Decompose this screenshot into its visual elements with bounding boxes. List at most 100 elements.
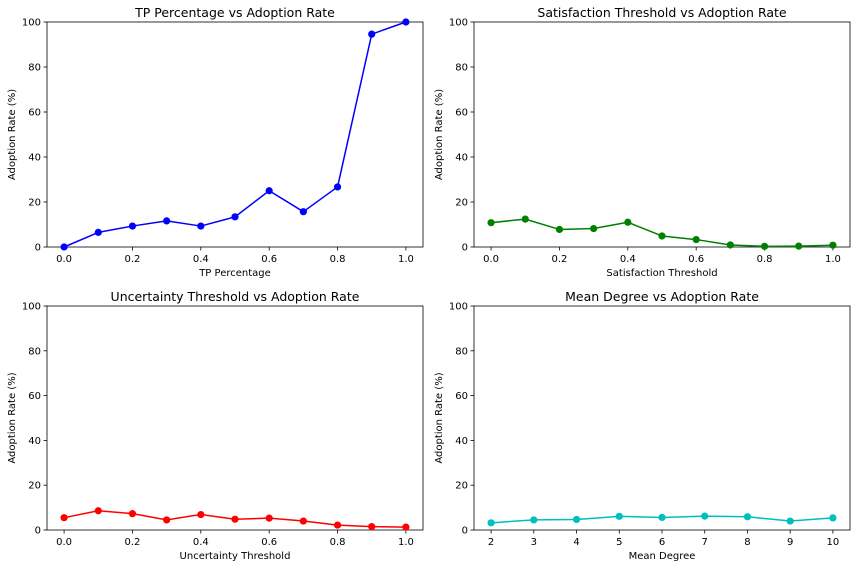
data-point [530,516,538,524]
x-tick-label: 0.4 [620,254,636,265]
y-tick-label: 80 [455,63,468,74]
data-point [555,225,564,234]
y-tick-label: 0 [462,243,468,254]
y-tick-label: 40 [455,153,468,164]
x-tick-label: 1.0 [825,254,841,265]
data-point [94,228,102,236]
data-point [333,521,342,529]
data-point [402,523,410,531]
chart-title: Satisfaction Threshold vs Adoption Rate [537,5,787,20]
data-point [368,30,376,38]
x-tick-label: 0.2 [552,254,568,265]
x-tick-label: 0.6 [688,254,704,265]
y-tick-label: 100 [449,302,468,313]
y-tick-label: 100 [22,302,41,313]
x-tick-label: 0.6 [261,537,277,548]
y-tick-label: 40 [28,153,41,164]
axes-frame [473,21,851,248]
y-tick-label: 20 [28,198,41,209]
y-tick-label: 20 [455,481,468,492]
data-point [94,507,102,515]
data-point [615,512,623,520]
x-tick-label: 7 [702,537,708,548]
y-axis-label: Adoption Rate (%) [434,372,445,463]
data-point [760,242,769,250]
x-tick-label: 0.8 [330,254,346,265]
data-point [333,183,342,191]
data-point [299,517,307,525]
data-point [299,208,307,216]
data-point [231,515,239,523]
x-tick-label: 0.0 [56,254,72,265]
y-tick-label: 40 [28,436,41,447]
subplot-3: Uncertainty Threshold vs Adoption Rate 0.… [7,289,424,562]
data-point [128,222,137,230]
x-tick-label: 1.0 [398,254,414,265]
y-tick-label: 60 [455,391,468,402]
data-point [624,218,632,226]
x-tick-label: 8 [744,537,750,548]
y-tick-label: 80 [28,346,41,357]
data-point [197,510,205,519]
data-point [487,219,495,227]
x-tick-label: 2 [488,537,494,548]
data-point [829,241,837,249]
y-tick-label: 80 [455,346,468,357]
data-point [487,519,495,527]
x-tick-label: 0.4 [193,537,209,548]
data-point [692,235,700,244]
data-point [60,243,68,251]
x-tick-label: 0.8 [757,254,773,265]
data-point [590,224,598,233]
y-axis-label: Adoption Rate (%) [434,89,445,180]
data-point [163,516,171,524]
data-point [368,523,376,531]
data-point [265,187,273,195]
data-point [163,217,171,225]
x-axis-label: TP Percentage [198,268,271,279]
data-point [829,514,837,522]
data-point [128,510,137,518]
data-point [402,18,410,26]
chart-title: TP Percentage vs Adoption Rate [134,5,335,20]
data-point [265,514,273,522]
x-tick-label: 0.0 [483,254,499,265]
data-point [521,215,529,223]
axes-frame [473,305,851,531]
y-tick-label: 100 [22,18,41,29]
data-point [658,232,666,240]
x-tick-label: 4 [573,537,579,548]
y-axis-label: Adoption Rate (%) [7,89,18,180]
x-tick-label: 0.8 [330,537,346,548]
y-axis-label: Adoption Rate (%) [7,372,18,463]
x-axis-label: Uncertainty Threshold [180,551,291,562]
chart-title: Uncertainty Threshold vs Adoption Rate [111,289,360,304]
data-point [60,514,68,522]
data-point [572,515,581,524]
x-tick-label: 3 [531,537,537,548]
x-tick-label: 0.2 [125,254,141,265]
x-tick-label: 5 [616,537,622,548]
data-point [795,242,803,250]
y-tick-label: 20 [28,481,41,492]
x-tick-label: 0.0 [56,537,72,548]
x-tick-label: 9 [787,537,793,548]
x-tick-label: 0.6 [261,254,277,265]
axes-frame [46,21,424,248]
data-point [743,513,752,521]
axes-frame [46,305,424,531]
subplot-4: Mean Degree vs Adoption Rate 2 3 4 5 6 7 8 9 100 2… [434,289,851,562]
y-tick-label: 60 [28,391,41,402]
x-axis-label: Satisfaction Threshold [606,268,717,279]
x-axis-label: Mean Degree [629,551,696,562]
y-tick-label: 40 [455,436,468,447]
subplot-2: Satisfaction Threshold vs Adoption Rate 0… [434,5,851,279]
x-tick-label: 10 [827,537,840,548]
chart-title: Mean Degree vs Adoption Rate [565,289,759,304]
data-point [701,512,709,520]
x-tick-label: 6 [659,537,665,548]
data-point [726,241,734,249]
y-tick-label: 20 [455,198,468,209]
series-line [63,21,407,248]
x-tick-label: 0.2 [125,537,141,548]
